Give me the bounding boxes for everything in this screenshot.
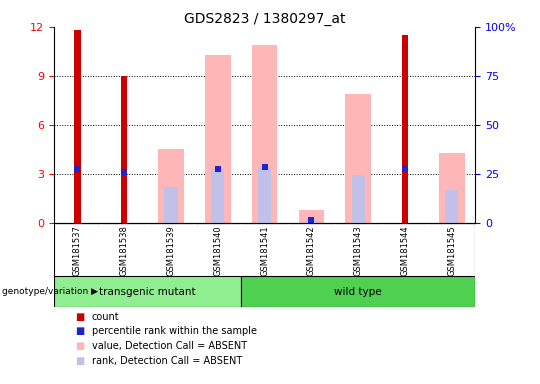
Bar [205,55,231,223]
Text: GSM181542: GSM181542 [307,225,316,276]
Bar [402,35,408,223]
Bar [299,210,324,223]
Text: GSM181540: GSM181540 [213,225,222,276]
Bar [352,175,365,223]
Text: ■: ■ [76,341,85,351]
Text: value, Detection Call = ABSENT: value, Detection Call = ABSENT [92,341,247,351]
Text: genotype/variation ▶: genotype/variation ▶ [2,287,98,296]
Text: GSM181543: GSM181543 [354,225,363,276]
Text: ■: ■ [76,356,85,366]
Text: GSM181538: GSM181538 [120,225,129,276]
Text: rank, Detection Call = ABSENT: rank, Detection Call = ABSENT [92,356,242,366]
Text: transgenic mutant: transgenic mutant [99,287,196,297]
Text: GSM181545: GSM181545 [447,225,456,276]
Text: percentile rank within the sample: percentile rank within the sample [92,326,257,336]
Bar [252,45,278,223]
Text: GSM181539: GSM181539 [166,225,176,276]
Bar [446,190,458,223]
Bar [305,220,318,223]
Text: GSM181537: GSM181537 [73,225,82,276]
Text: GSM181541: GSM181541 [260,225,269,276]
Text: wild type: wild type [334,287,382,297]
Bar [121,76,127,223]
Text: ■: ■ [76,326,85,336]
Bar [345,94,371,223]
Bar [211,169,224,223]
Text: ■: ■ [76,312,85,322]
Bar [158,149,184,223]
Bar [439,152,464,223]
Title: GDS2823 / 1380297_at: GDS2823 / 1380297_at [184,12,346,26]
Text: GSM181544: GSM181544 [401,225,409,276]
Text: count: count [92,312,119,322]
Bar [241,276,475,307]
Bar [54,276,241,307]
Bar [74,30,80,223]
Bar [258,167,271,223]
Bar [165,187,178,223]
